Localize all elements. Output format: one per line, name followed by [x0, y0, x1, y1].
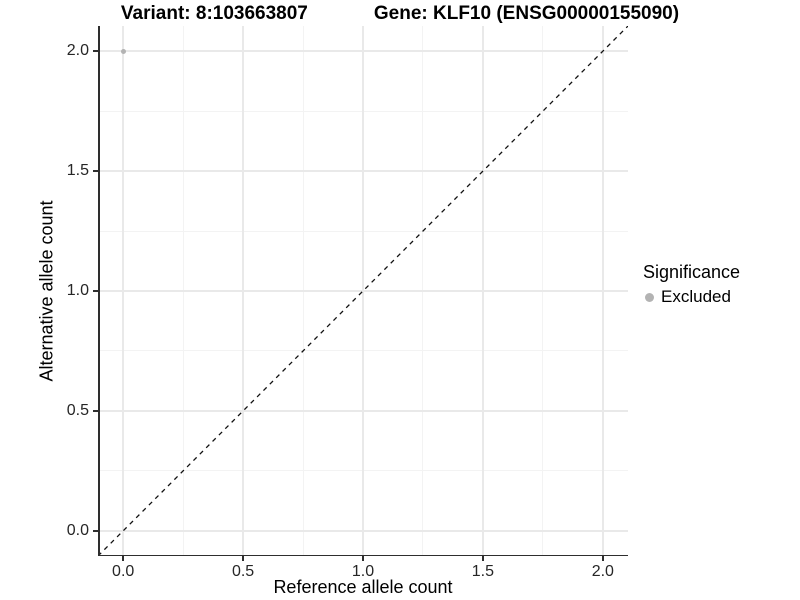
x-tick-mark: [362, 556, 364, 561]
y-tick-mark: [93, 290, 98, 292]
x-axis-title: Reference allele count: [273, 577, 453, 597]
x-tick-label: 2.0: [591, 563, 614, 580]
y-tick-label: 0.0: [66, 521, 89, 539]
y-tick-label: 0.5: [66, 401, 89, 419]
x-tick-mark: [602, 556, 604, 561]
excluded-point-icon: [645, 292, 654, 302]
legend-title: Significance: [643, 262, 741, 282]
x-axis-line: [98, 554, 628, 556]
gridline-major-y: [98, 530, 628, 532]
x-tick-mark: [242, 556, 244, 561]
y-axis-line: [98, 26, 100, 556]
data-point-excluded: [120, 48, 126, 54]
x-tick-mark: [122, 556, 124, 561]
y-tick-label: 1.0: [66, 282, 89, 299]
x-tick-label: 1.5: [471, 563, 495, 580]
y-tick-label: 1.5: [66, 162, 89, 180]
y-tick-mark: [93, 50, 98, 52]
legend-item-excluded: Excluded: [641, 286, 740, 308]
plot-panel: [98, 26, 628, 556]
gridline-major-y: [98, 50, 628, 52]
legend-item-label: Excluded: [661, 287, 731, 306]
legend: Significance Excluded: [641, 260, 740, 308]
x-tick-label: 1.0: [351, 563, 375, 580]
y-tick-label: 2.0: [66, 42, 89, 60]
gridline-major-y: [98, 290, 628, 292]
x-tick-label: 0.5: [231, 563, 255, 580]
x-tick-label: 0.0: [112, 563, 135, 580]
gridline-major-y: [98, 170, 628, 172]
identity-dashed-line: [98, 26, 628, 556]
x-tick-mark: [482, 556, 484, 561]
gridline-major-y: [98, 410, 628, 412]
variant-title: Variant: 8:103663807: [120, 3, 308, 24]
y-tick-mark: [93, 530, 98, 532]
y-tick-mark: [93, 170, 98, 172]
gene-title: Gene: KLF10 (ENSG00000155090): [373, 3, 680, 24]
y-tick-mark: [93, 410, 98, 412]
plot-title: Variant: 8:103663807 Gene: KLF10 (ENSG00…: [0, 2, 800, 26]
